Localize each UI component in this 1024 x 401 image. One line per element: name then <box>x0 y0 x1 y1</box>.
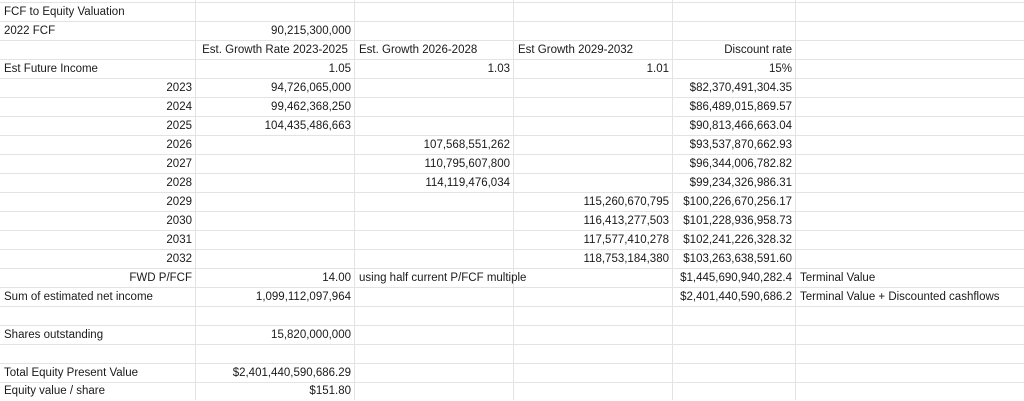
row-divider <box>0 173 1024 174</box>
year-cell[interactable]: 2025 <box>166 120 192 132</box>
row-divider <box>0 306 1024 307</box>
sum-income-label[interactable]: Sum of estimated net income <box>4 291 153 303</box>
row-divider <box>0 2 1024 3</box>
total-value[interactable]: $2,401,440,590,686.2 <box>680 291 792 303</box>
header-discount-rate[interactable]: Discount rate <box>724 44 792 56</box>
row-divider <box>0 78 1024 79</box>
discounted-cashflow-cell[interactable]: $93,537,870,662.93 <box>689 139 792 151</box>
discounted-cashflow-cell[interactable]: $99,234,326,986.31 <box>689 177 792 189</box>
growth-2-cell[interactable]: 114,119,476,034 <box>425 177 510 189</box>
est-future-income-label[interactable]: Est Future Income <box>4 63 98 75</box>
column-divider <box>195 0 196 400</box>
growth-2-cell[interactable]: 107,568,551,262 <box>423 139 510 151</box>
growth-1-cell[interactable]: 99,462,368,250 <box>271 101 351 113</box>
equity-share-label[interactable]: Equity value / share <box>4 385 106 397</box>
rate-2026-2028[interactable]: 1.03 <box>487 63 510 75</box>
row-divider <box>0 249 1024 250</box>
growth-3-cell[interactable]: 115,260,670,795 <box>583 196 669 208</box>
growth-1-cell[interactable]: 104,435,486,663 <box>264 120 351 132</box>
year-cell[interactable]: 2032 <box>166 253 192 265</box>
column-divider <box>513 0 514 400</box>
row-divider <box>0 230 1024 231</box>
growth-3-cell[interactable]: 117,577,410,278 <box>583 234 669 246</box>
row-divider <box>0 211 1024 212</box>
discount-rate-value[interactable]: 15% <box>768 63 792 75</box>
row-divider <box>0 154 1024 155</box>
row-divider <box>0 382 1024 383</box>
discounted-cashflow-cell[interactable]: $90,813,466,663.04 <box>689 120 792 132</box>
row-divider <box>0 268 1024 269</box>
rate-2029-2032[interactable]: 1.01 <box>646 63 669 75</box>
discounted-cashflow-cell[interactable]: $102,241,226,328.32 <box>683 234 792 246</box>
year-cell[interactable]: 2031 <box>166 234 192 246</box>
fwd-pfcf-label[interactable]: FWD P/FCF <box>129 272 192 284</box>
column-divider <box>672 0 673 400</box>
row-divider <box>0 135 1024 136</box>
sum-income-value[interactable]: 1,099,112,097,964 <box>255 291 351 303</box>
terminal-value[interactable]: $1,445,690,940,282.4 <box>680 272 792 284</box>
rate-2023-2025[interactable]: 1.05 <box>328 63 351 75</box>
fcf-label[interactable]: 2022 FCF <box>4 25 56 37</box>
discounted-cashflow-cell[interactable]: $96,344,006,782.82 <box>689 158 792 170</box>
row-divider <box>0 192 1024 193</box>
equity-pv-label[interactable]: Total Equity Present Value <box>4 367 139 379</box>
growth-1-cell[interactable]: 94,726,065,000 <box>271 82 351 94</box>
header-growth-2023-2025[interactable]: Est. Growth Rate 2023-2025 <box>202 44 348 56</box>
terminal-value-label[interactable]: Terminal Value <box>800 272 876 284</box>
year-cell[interactable]: 2028 <box>166 177 192 189</box>
year-cell[interactable]: 2030 <box>166 215 192 227</box>
equity-pv-value[interactable]: $2,401,440,590,686.29 <box>232 367 351 379</box>
row-divider <box>0 59 1024 60</box>
header-growth-2029-2032[interactable]: Est Growth 2029-2032 <box>518 44 634 56</box>
row-divider <box>0 116 1024 117</box>
discounted-cashflow-cell[interactable]: $100,226,670,256.17 <box>683 196 792 208</box>
shares-value[interactable]: 15,820,000,000 <box>271 329 351 341</box>
discounted-cashflow-cell[interactable]: $82,370,491,304.35 <box>689 82 792 94</box>
discounted-cashflow-cell[interactable]: $103,263,638,591.60 <box>683 253 792 265</box>
row-divider <box>0 97 1024 98</box>
growth-3-cell[interactable]: 116,413,277,503 <box>583 215 669 227</box>
year-cell[interactable]: 2023 <box>166 82 192 94</box>
column-divider <box>354 0 355 400</box>
equity-share-value[interactable]: $151.80 <box>309 385 351 397</box>
header-growth-2026-2028[interactable]: Est. Growth 2026-2028 <box>359 44 478 56</box>
year-cell[interactable]: 2026 <box>166 139 192 151</box>
year-cell[interactable]: 2024 <box>166 101 192 113</box>
row-divider <box>0 363 1024 364</box>
discounted-cashflow-cell[interactable]: $86,489,015,869.57 <box>689 101 792 113</box>
fwd-pfcf-value[interactable]: 14.00 <box>322 272 351 284</box>
growth-2-cell[interactable]: 110,795,607,800 <box>424 158 510 170</box>
sheet-title[interactable]: FCF to Equity Valuation <box>4 6 125 18</box>
year-cell[interactable]: 2029 <box>166 196 192 208</box>
row-divider <box>0 287 1024 288</box>
fcf-value[interactable]: 90,215,300,000 <box>271 25 351 37</box>
shares-label[interactable]: Shares outstanding <box>4 329 104 341</box>
row-divider <box>0 40 1024 41</box>
row-divider <box>0 325 1024 326</box>
column-divider <box>795 0 796 400</box>
total-value-label[interactable]: Terminal Value + Discounted cashflows <box>800 291 1000 303</box>
year-cell[interactable]: 2027 <box>166 158 192 170</box>
row-divider <box>0 21 1024 22</box>
fwd-pfcf-note[interactable]: using half current P/FCF multiple <box>359 272 527 284</box>
growth-3-cell[interactable]: 118,753,184,380 <box>583 253 669 265</box>
row-divider <box>0 344 1024 345</box>
discounted-cashflow-cell[interactable]: $101,228,936,958.73 <box>683 215 792 227</box>
